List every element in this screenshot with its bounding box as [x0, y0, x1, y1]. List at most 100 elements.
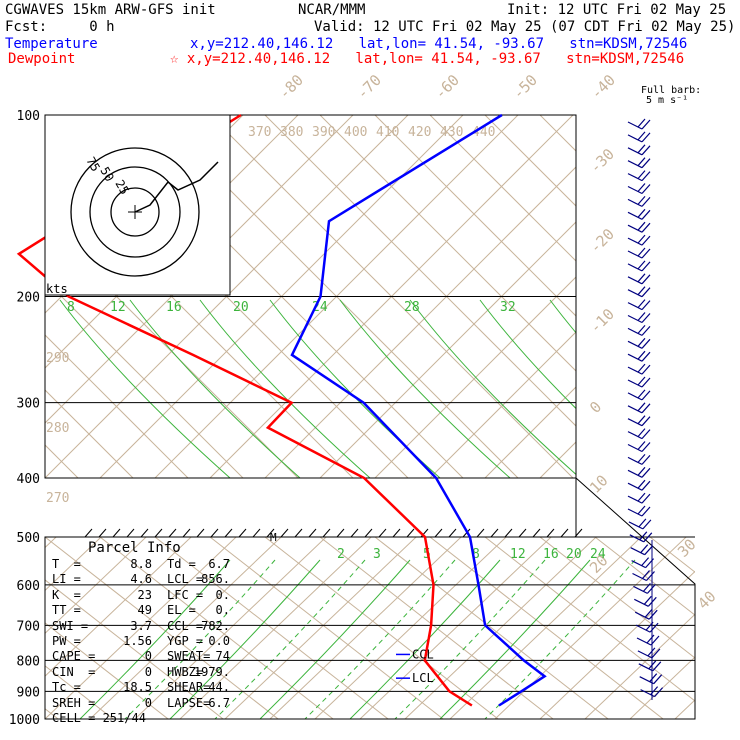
wind-barb [629, 534, 645, 543]
wind-barb [627, 134, 643, 143]
hodograph-ring-label: 75 [83, 155, 102, 175]
parcel-info-cell: SREH = [52, 695, 96, 710]
valid-label: Valid: 12 UTC Fri 02 May 25 (07 CDT Fri … [314, 19, 736, 35]
pressure-tick-label: 100 [17, 109, 40, 124]
org-label: NCAR/MMM [298, 2, 366, 18]
dewpoint-legend-label: Dewpoint [8, 51, 76, 67]
ccl-label: CCL [412, 647, 434, 661]
parcel-info-cell: T = [52, 557, 81, 571]
wind-barb [627, 198, 643, 207]
parcel-info-cell: LCL = [167, 572, 204, 587]
pressure-tick-label: 800 [17, 654, 40, 669]
wind-barb [627, 340, 643, 349]
wind-barb [638, 663, 654, 672]
wind-barb [627, 211, 643, 220]
parcel-info-cell: 49 [137, 603, 152, 618]
isotherm-label: 10 [586, 471, 612, 497]
parcel-info-cell: 23 [137, 587, 152, 602]
parcel-info-cell: 0 [144, 695, 152, 710]
theta-label: 370 [248, 125, 271, 140]
wind-barb [627, 237, 643, 246]
parcel-info-cell: K = [52, 587, 81, 602]
wind-barb [627, 366, 643, 375]
parcel-info-cell: SWEAT= [167, 649, 211, 664]
theta-label: 420 [408, 125, 431, 140]
wind-barb [627, 250, 643, 259]
isotherm-label: -20 [586, 225, 618, 257]
parcel-info-cell: Td = [167, 557, 196, 571]
parcel-info-cell: 1.56 [123, 634, 152, 648]
wind-barb [627, 405, 643, 414]
wind-barb [627, 495, 643, 504]
mixing-ratio-label: 8 [67, 300, 75, 315]
mixing-ratio-label: 20 [233, 300, 249, 315]
parcel-info-cell: SHEAR= [167, 680, 211, 695]
lower-grid [45, 537, 695, 719]
theta-label: 400 [344, 125, 367, 140]
isotherm-label: -50 [509, 71, 541, 103]
mixing-ratio-label: 20 [566, 547, 582, 562]
mixing-ratio-label: 24 [590, 547, 606, 562]
isotherm-label: -30 [586, 145, 618, 177]
parcel-info-cell: LFC = [167, 587, 204, 602]
wind-barb [627, 302, 643, 311]
wind-barb [627, 121, 643, 130]
mixing-ratio-label: 28 [404, 300, 420, 315]
pressure-tick-label: 400 [17, 472, 40, 487]
wind-barb [627, 456, 643, 465]
wind-barb [627, 353, 643, 362]
parcel-info-cell: 44. [208, 680, 230, 695]
lcl-label: LCL [412, 671, 434, 685]
theta-label: 380 [280, 125, 303, 140]
wind-barb [627, 392, 643, 401]
mixing-ratio-label: 12 [110, 300, 126, 315]
wind-barb [627, 482, 643, 491]
wind-barb [627, 276, 643, 285]
dewpoint-line [16, 113, 473, 707]
wind-barb [635, 624, 651, 633]
parcel-info-cell: 6.7 [208, 695, 230, 710]
wind-barb [627, 469, 643, 478]
parcel-info-cell: HWBZ= [167, 664, 204, 679]
parcel-info-cell: 4.6 [130, 572, 152, 587]
model-title: CGWAVES 15km ARW-GFS init [5, 2, 216, 18]
temperature-legend-label: Temperature [5, 36, 98, 52]
wind-barb [627, 147, 643, 156]
wind-barb [627, 431, 643, 440]
pressure-tick-label: 1000 [9, 713, 40, 728]
theta-label: 430 [440, 125, 463, 140]
parcel-info-cell: LAPSE= [167, 695, 211, 710]
parcel-info-cell: 18.5 [123, 680, 152, 695]
dewpoint-legend-info: ☆ x,y=212.40,146.12 lat,lon= 41.54, -93.… [170, 51, 685, 67]
wind-barb [627, 508, 643, 517]
parcel-info-cell: LI = [52, 572, 81, 587]
hodograph-ring-label: 50 [97, 165, 116, 185]
wind-barb [639, 676, 654, 685]
barb-legend-2: 5 m s⁻¹ [646, 95, 689, 106]
isotherm-label: -80 [275, 71, 307, 103]
wind-barb [627, 379, 643, 388]
wind-barb [628, 521, 644, 530]
isotherm-label: 40 [694, 587, 720, 613]
parcel-info-cell: 856. [201, 572, 230, 587]
hodograph-ring [89, 166, 181, 258]
isotherm-label: 0 [586, 398, 605, 417]
fcst-label: Fcst: 0 h [5, 19, 115, 35]
theta-left-label: 290 [46, 351, 69, 366]
theta-label: 410 [376, 125, 399, 140]
barb-legend-1: Full barb: [641, 85, 702, 96]
mixing-ratio-label: 2 [337, 547, 345, 562]
wind-barb [634, 611, 650, 620]
wind-barb [627, 289, 643, 298]
parcel-info-cell: 782. [201, 618, 230, 633]
parcel-info-cell: 0 [144, 664, 152, 679]
parcel-info-cell: CAPE = [52, 649, 96, 664]
hodograph-trace [134, 161, 219, 213]
hodograph-ring-label: 25 [112, 178, 131, 198]
wind-barb [633, 585, 648, 594]
parcel-info-cell: 0.0 [208, 634, 230, 648]
pressure-tick-label: 900 [17, 685, 40, 700]
parcel-info-cell: 3.7 [130, 618, 152, 633]
wind-barb [627, 418, 643, 427]
pressure-tick-label: 500 [17, 531, 40, 546]
